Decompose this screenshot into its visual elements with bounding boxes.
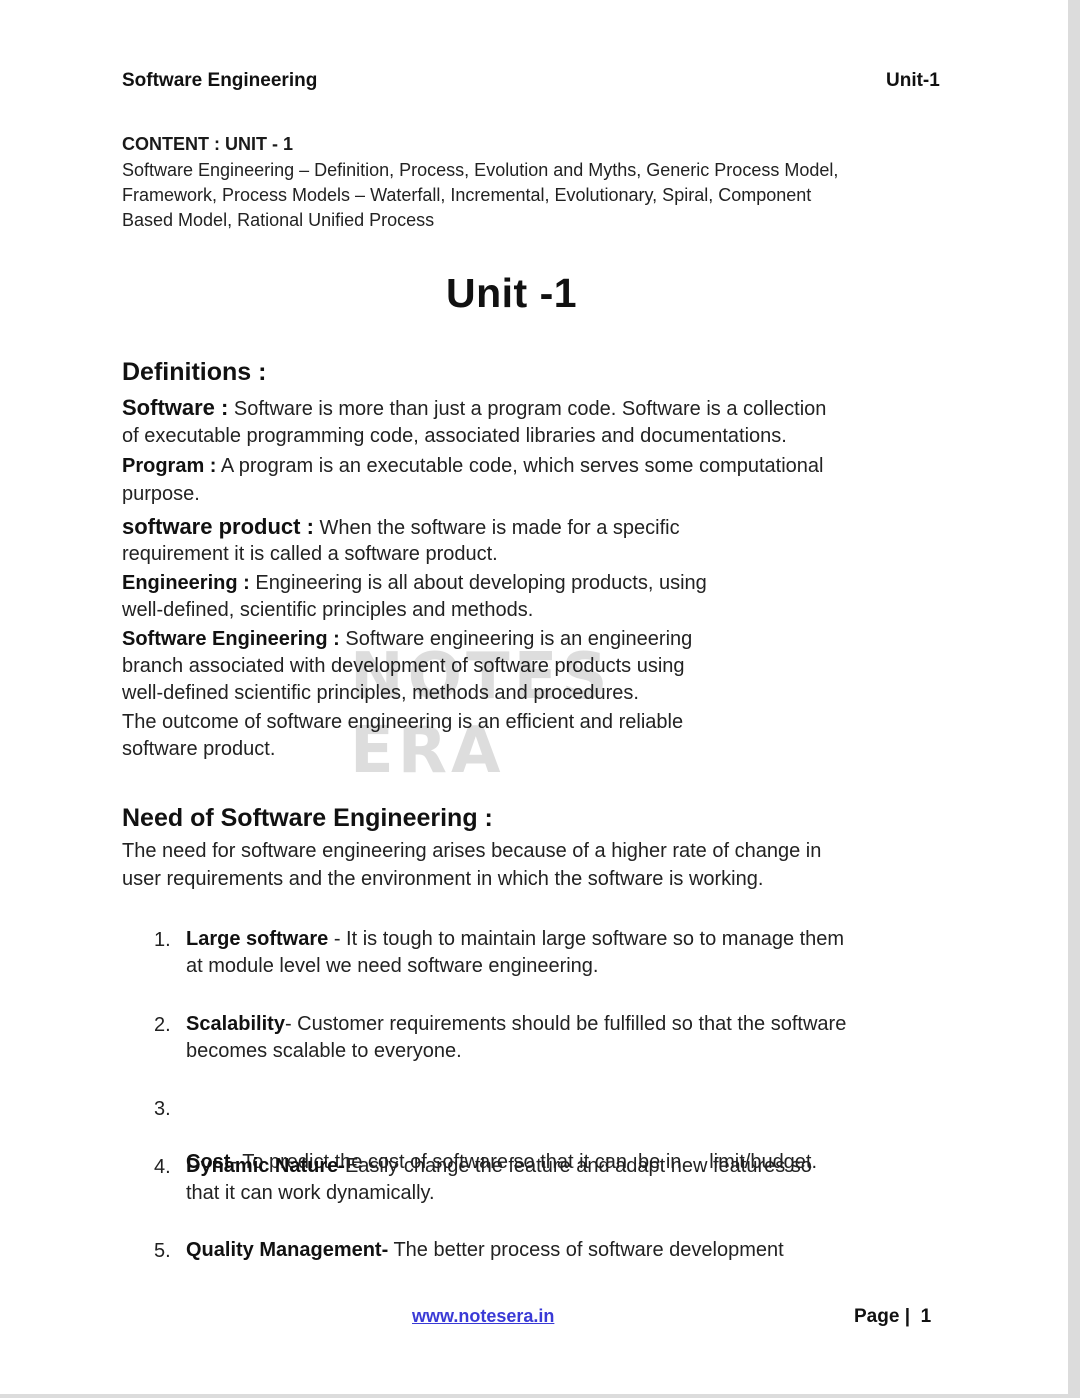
content-line: Based Model, Rational Unified Process [122,210,435,230]
page-number: Page | 1 [854,1306,932,1327]
need-intro-line2: user requirements and the environment in… [122,868,764,890]
content-heading: CONTENT : UNIT - 1 [122,134,293,154]
list-item: Quality Management- The better process o… [186,1237,784,1264]
list-item-line1: Scalability- Customer requirements shoul… [186,1011,846,1038]
list-item-line1: Cost- To predict the cost of software so… [186,1149,817,1176]
program-definition-line1: Program : A program is an executable cod… [122,455,823,478]
list-number: 5. [154,1240,171,1262]
product-definition-line1: software product : When the software is … [122,514,680,540]
list-item-text: The better process of software developme… [388,1239,784,1261]
engineering-definition-line1: Engineering : Engineering is all about d… [122,572,707,595]
content-line: Framework, Process Models – Waterfall, I… [122,185,812,205]
list-number: 2. [154,1014,171,1036]
program-term: Program : [122,455,217,477]
product-text: When the software is made for a specific [313,517,680,539]
notes-era-watermark: NOTES ERA [350,640,710,788]
program-text: A program is an executable code, which s… [216,455,824,477]
software-definition-line2: of executable programming code, associat… [122,425,787,447]
software-term: Software : [122,395,229,420]
se-term: Software Engineering : [122,628,340,650]
header-unit: Unit-1 [886,70,940,91]
unit-title: Unit -1 [446,270,578,316]
list-item-term: Dynamic Nature- [186,1155,345,1177]
list-item-text: - It is tough to maintain large software… [328,928,845,950]
engineering-text: Engineering is all about developing prod… [249,572,707,594]
list-item-text: Easily change the feature and adapt new … [344,1155,812,1177]
list-item-text: - Customer requirements should be fulfil… [284,1013,847,1035]
list-number: 1. [154,929,171,951]
list-item-line2: that it can work dynamically. [186,1182,435,1204]
outcome-line2: software product. [122,738,276,760]
product-term: software product : [122,514,314,539]
list-item-line1: Large software - It is tough to maintain… [186,926,844,953]
list-item: Dynamic Nature-Easily change the feature… [186,1153,812,1207]
product-definition-line2: requirement it is called a software prod… [122,543,498,565]
need-intro-line1: The need for software engineering arises… [122,840,822,862]
list-item-line2: at module level we need software enginee… [186,955,599,977]
list-item-text: - To predict the cost of software so tha… [230,1151,818,1173]
se-definition-line1: Software Engineering : Software engineer… [122,628,692,651]
se-text: Software engineering is an engineering [339,628,693,650]
list-item-term: Scalability [186,1013,285,1035]
content-line: Software Engineering – Definition, Proce… [122,160,839,180]
list-item-line2: becomes scalable to everyone. [186,1040,462,1062]
software-definition-line1: Software : Software is more than just a … [122,395,826,421]
list-item: Large software - It is tough to maintain… [186,926,844,980]
list-item: Scalability- Customer requirements shoul… [186,1011,846,1065]
footer-website-link[interactable]: www.notesera.in [412,1306,555,1326]
list-item-line1: Dynamic Nature-Easily change the feature… [186,1153,812,1180]
content-syllabus: Software Engineering – Definition, Proce… [122,158,838,233]
engineering-definition-line2: well-defined, scientific principles and … [122,599,534,621]
list-item: Cost- To predict the cost of software so… [186,1095,817,1230]
list-item-term: Large software [186,928,329,950]
list-number: 3. [154,1098,171,1120]
definitions-title: Definitions : [122,358,267,386]
list-item-line1: Quality Management- The better process o… [186,1237,784,1264]
engineering-term: Engineering : [122,572,250,594]
list-number: 4. [154,1156,171,1178]
software-text: Software is more than just a program cod… [228,398,827,420]
list-item-term: Cost [186,1151,231,1173]
program-definition-line2: purpose. [122,483,200,505]
list-item-term: Quality Management- [186,1239,389,1261]
se-definition-line2: branch associated with development of so… [122,655,685,677]
need-title: Need of Software Engineering : [122,804,493,832]
se-definition-line3: well-defined scientific principles, meth… [122,682,639,704]
outcome-line1: The outcome of software engineering is a… [122,711,684,733]
header-title: Software Engineering [122,70,318,91]
